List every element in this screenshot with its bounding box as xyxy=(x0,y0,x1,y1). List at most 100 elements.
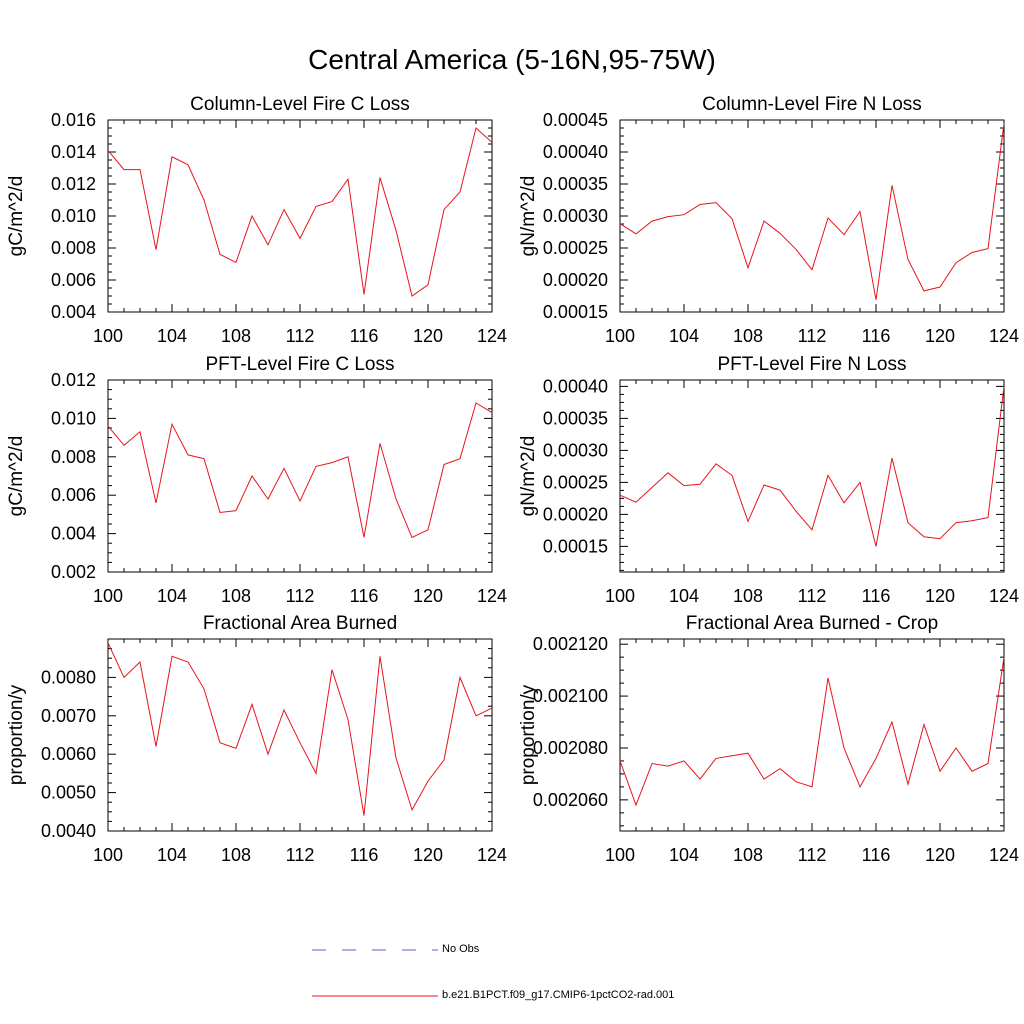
page-title: Central America (5-16N,95-75W) xyxy=(308,44,716,75)
y-tick-label: 0.010 xyxy=(51,206,96,226)
y-axis-label: proportion/y xyxy=(6,684,27,785)
chart-panel-5: Fractional Area Burned - Crop proportion/… xyxy=(518,613,1019,865)
plot-frame xyxy=(619,119,1005,313)
x-tick-label: 112 xyxy=(286,326,315,346)
x-tick-label: 124 xyxy=(477,326,507,346)
chart-title: Fractional Area Burned xyxy=(203,613,397,634)
x-tick-label: 100 xyxy=(93,586,123,606)
chart-panel-2: PFT-Level Fire C Loss gC/m^2/d 100 104 108 11… xyxy=(6,354,507,606)
y-tick-label: 0.0040 xyxy=(41,821,96,841)
x-tick-label: 104 xyxy=(157,326,187,346)
y-tick-label: 0.0070 xyxy=(41,706,96,726)
x-tick-label: 124 xyxy=(989,586,1019,606)
y-tick-label: 0.00030 xyxy=(543,440,608,460)
x-tick-label: 108 xyxy=(221,586,251,606)
y-tick-label: 0.002120 xyxy=(533,634,608,654)
x-tick-label: 120 xyxy=(413,586,443,606)
y-tick-label: 0.002060 xyxy=(533,790,608,810)
x-tick-label: 120 xyxy=(413,845,443,865)
y-tick-label: 0.006 xyxy=(51,270,96,290)
y-tick-label: 0.00035 xyxy=(543,408,608,428)
chart-panel-4: Fractional Area Burned proportion/y 100 104… xyxy=(6,613,507,865)
y-tick-label: 0.008 xyxy=(51,238,96,258)
y-axis-label: proportion/y xyxy=(518,684,539,785)
y-tick-label: 0.00040 xyxy=(543,376,608,396)
y-tick-label: 0.006 xyxy=(51,485,96,505)
series-line-0 xyxy=(107,402,493,539)
chart-title: Fractional Area Burned - Crop xyxy=(686,613,938,634)
y-tick-label: 0.010 xyxy=(51,408,96,428)
plot-frame xyxy=(107,119,493,313)
x-tick-label: 116 xyxy=(862,586,891,606)
chart-panel-3: PFT-Level Fire N Loss gN/m^2/d 100 104 108 11… xyxy=(518,354,1019,606)
y-tick-label: 0.00025 xyxy=(543,238,608,258)
y-tick-label: 0.00020 xyxy=(543,504,608,524)
chart-title: PFT-Level Fire N Loss xyxy=(718,354,907,375)
x-tick-label: 100 xyxy=(93,845,123,865)
x-tick-label: 100 xyxy=(605,326,635,346)
x-tick-label: 104 xyxy=(157,845,187,865)
x-tick-label: 120 xyxy=(925,845,955,865)
y-tick-label: 0.00020 xyxy=(543,270,608,290)
plot-frame xyxy=(619,379,1005,573)
x-tick-label: 100 xyxy=(605,586,635,606)
x-tick-label: 100 xyxy=(93,326,123,346)
y-tick-label: 0.002 xyxy=(51,562,96,582)
x-tick-label: 112 xyxy=(798,845,827,865)
y-tick-label: 0.004 xyxy=(51,302,96,322)
series-line-0 xyxy=(619,123,1005,300)
y-axis-label: gN/m^2/d xyxy=(518,436,539,517)
x-tick-label: 124 xyxy=(989,845,1019,865)
chart-panel-1: Column-Level Fire N Loss gN/m^2/d 100 104 10… xyxy=(518,94,1019,346)
plot-frame xyxy=(619,638,1005,832)
x-tick-label: 124 xyxy=(477,586,507,606)
x-tick-label: 116 xyxy=(862,326,891,346)
y-tick-label: 0.00015 xyxy=(543,536,608,556)
x-tick-label: 104 xyxy=(669,586,699,606)
x-tick-label: 120 xyxy=(925,586,955,606)
x-tick-label: 104 xyxy=(669,845,699,865)
x-tick-label: 112 xyxy=(286,586,315,606)
x-tick-label: 112 xyxy=(798,326,827,346)
y-tick-label: 0.012 xyxy=(51,370,96,390)
y-tick-label: 0.008 xyxy=(51,447,96,467)
y-tick-label: 0.00045 xyxy=(543,110,608,130)
series-line-0 xyxy=(107,127,493,297)
series-line-0 xyxy=(619,657,1005,807)
y-tick-label: 0.012 xyxy=(51,174,96,194)
x-tick-label: 108 xyxy=(733,326,763,346)
y-tick-label: 0.00015 xyxy=(543,302,608,322)
y-tick-label: 0.014 xyxy=(51,142,96,162)
x-tick-label: 108 xyxy=(221,845,251,865)
y-tick-label: 0.004 xyxy=(51,524,96,544)
x-tick-label: 116 xyxy=(350,845,379,865)
x-tick-label: 116 xyxy=(350,586,379,606)
y-axis-label: gN/m^2/d xyxy=(518,176,539,257)
chart-panel-0: Column-Level Fire C Loss gC/m^2/d 100 104 10… xyxy=(6,94,507,346)
x-tick-label: 108 xyxy=(733,586,763,606)
y-tick-label: 0.00025 xyxy=(543,472,608,492)
y-axis-label: gC/m^2/d xyxy=(6,436,27,517)
x-tick-label: 112 xyxy=(286,845,315,865)
y-tick-label: 0.016 xyxy=(51,110,96,130)
y-tick-label: 0.00040 xyxy=(543,142,608,162)
y-axis-label: gC/m^2/d xyxy=(6,176,27,257)
x-tick-label: 108 xyxy=(221,326,251,346)
y-tick-label: 0.0060 xyxy=(41,744,96,764)
y-tick-label: 0.00035 xyxy=(543,174,608,194)
series-line-0 xyxy=(107,642,493,816)
x-tick-label: 108 xyxy=(733,845,763,865)
chart-title: PFT-Level Fire C Loss xyxy=(206,354,395,375)
y-tick-label: 0.002080 xyxy=(533,738,608,758)
x-tick-label: 120 xyxy=(413,326,443,346)
plot-frame xyxy=(107,638,493,832)
chart-title: Column-Level Fire N Loss xyxy=(702,94,922,115)
x-tick-label: 124 xyxy=(477,845,507,865)
series-line-0 xyxy=(619,386,1005,547)
y-tick-label: 0.0050 xyxy=(41,783,96,803)
x-tick-label: 116 xyxy=(350,326,379,346)
chart-title: Column-Level Fire C Loss xyxy=(190,94,410,115)
plot-frame xyxy=(107,379,493,573)
x-tick-label: 104 xyxy=(157,586,187,606)
x-tick-label: 120 xyxy=(925,326,955,346)
